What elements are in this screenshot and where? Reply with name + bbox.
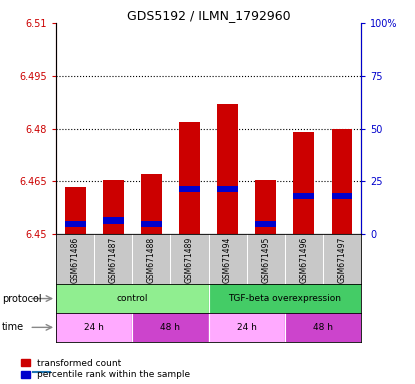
Text: GSM671486: GSM671486 (71, 237, 80, 283)
Bar (56, 313, 132, 342)
Legend: transformed count, percentile rank within the sample: transformed count, percentile rank withi… (21, 359, 190, 379)
Text: control: control (117, 294, 148, 303)
Text: GSM671489: GSM671489 (185, 237, 194, 283)
Text: GSM671496: GSM671496 (299, 237, 308, 283)
Bar (65, 221, 85, 227)
Text: TGF-beta overexpression: TGF-beta overexpression (228, 294, 341, 303)
Text: 24 h: 24 h (84, 323, 104, 332)
Bar (255, 221, 276, 227)
Bar (285, 313, 361, 342)
Bar (209, 313, 285, 342)
Bar (217, 185, 238, 192)
Text: time: time (2, 322, 24, 333)
Bar (141, 174, 162, 234)
Text: GSM671487: GSM671487 (109, 237, 118, 283)
Text: GSM671495: GSM671495 (261, 237, 270, 283)
Bar (217, 104, 238, 234)
Bar (179, 122, 200, 234)
Bar (103, 180, 124, 234)
Bar (56, 284, 209, 313)
Text: 48 h: 48 h (161, 323, 181, 332)
Title: GDS5192 / ILMN_1792960: GDS5192 / ILMN_1792960 (127, 9, 290, 22)
Text: GSM671497: GSM671497 (337, 237, 347, 283)
Text: 24 h: 24 h (237, 323, 256, 332)
Text: protocol: protocol (2, 293, 42, 304)
Text: 48 h: 48 h (313, 323, 333, 332)
Bar (332, 129, 352, 234)
Bar (255, 180, 276, 234)
Bar (65, 187, 85, 234)
Text: GSM671488: GSM671488 (147, 237, 156, 283)
Bar (132, 313, 209, 342)
Bar (179, 185, 200, 192)
Bar (209, 284, 361, 313)
Text: GSM671494: GSM671494 (223, 237, 232, 283)
Bar (293, 193, 314, 199)
Bar (141, 221, 162, 227)
Bar (103, 217, 124, 224)
Bar (332, 193, 352, 199)
Bar (293, 132, 314, 234)
